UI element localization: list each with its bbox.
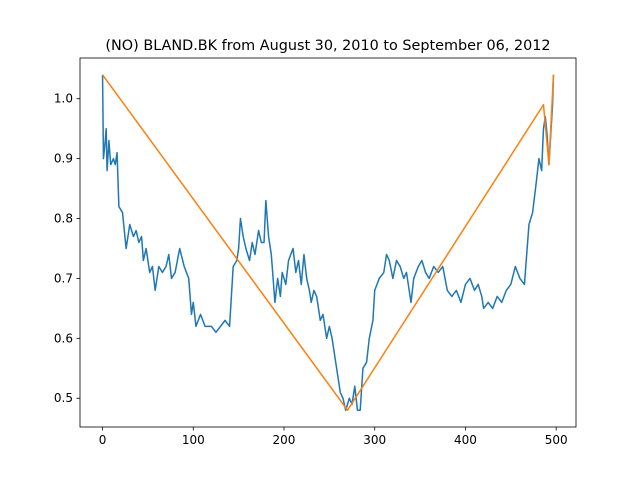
y-tick-label: 0.5 [54, 391, 73, 405]
x-tick-label: 100 [182, 433, 205, 447]
y-tick-label: 0.8 [54, 212, 73, 226]
y-tick-label: 1.0 [54, 92, 73, 106]
chart-title: (NO) BLAND.BK from August 30, 2010 to Se… [105, 38, 550, 54]
y-tick-label: 0.6 [54, 331, 73, 345]
data-line [101, 74, 555, 411]
x-tick-label: 300 [363, 433, 386, 447]
plot-frame [79, 57, 577, 428]
x-tick-label: 200 [273, 433, 296, 447]
y-tick-label: 0.7 [54, 271, 73, 285]
data-line [101, 74, 555, 411]
x-tick-label: 400 [454, 433, 477, 447]
x-tick-label: 0 [99, 433, 107, 447]
x-tick-label: 500 [545, 433, 568, 447]
y-tick-label: 0.9 [54, 152, 73, 166]
